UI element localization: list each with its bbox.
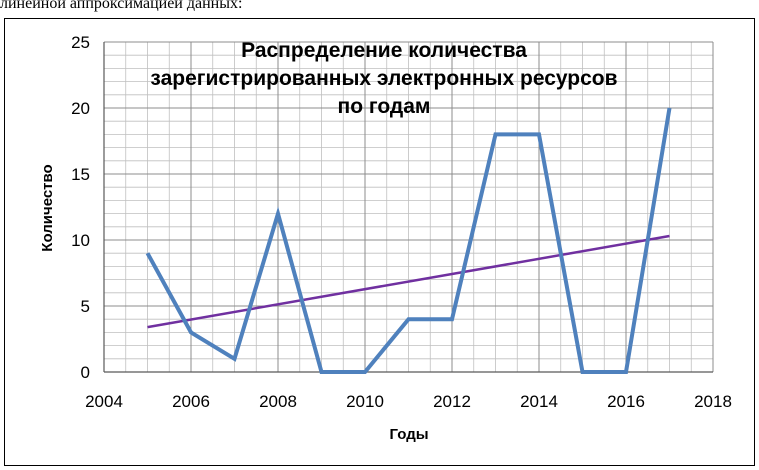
y-tick-label: 25 xyxy=(71,33,90,52)
x-tick-label: 2016 xyxy=(607,392,645,411)
x-tick-label: 2012 xyxy=(433,392,471,411)
chart-title-line-3: по годам xyxy=(338,95,431,118)
trendline-group xyxy=(147,234,670,329)
chart-frame xyxy=(4,18,755,466)
linear-trendline xyxy=(147,234,670,329)
y-tick-label: 20 xyxy=(71,99,90,118)
titles: Распределение количества зарегистрирован… xyxy=(39,39,618,443)
tick-labels: 2004 2006 2008 2010 2012 2014 2016 2018 0 5 10 15 20… xyxy=(71,33,732,411)
series-group xyxy=(145,107,672,374)
y-tick-label: 5 xyxy=(81,297,90,316)
x-tick-label: 2004 xyxy=(85,392,123,411)
y-tick-label: 10 xyxy=(71,231,90,250)
y-tick-label: 15 xyxy=(71,165,90,184)
x-tick-label: 2006 xyxy=(172,392,210,411)
x-tick-label: 2008 xyxy=(259,392,297,411)
caption-text: линейной аппроксимацией данных: xyxy=(0,0,243,12)
minor-gridlines xyxy=(104,42,713,372)
x-tick-label: 2014 xyxy=(520,392,558,411)
x-tick-label: 2018 xyxy=(694,392,732,411)
y-tick-label: 0 xyxy=(81,363,90,382)
y-axis-title: Количество xyxy=(39,164,56,251)
chart-title-line-1: Распределение количества xyxy=(241,39,527,62)
major-gridlines xyxy=(103,41,714,373)
x-tick-label: 2010 xyxy=(346,392,384,411)
chart-title-line-2: зарегистрированных электронных ресурсов xyxy=(150,67,617,90)
x-axis-title: Годы xyxy=(389,426,428,443)
